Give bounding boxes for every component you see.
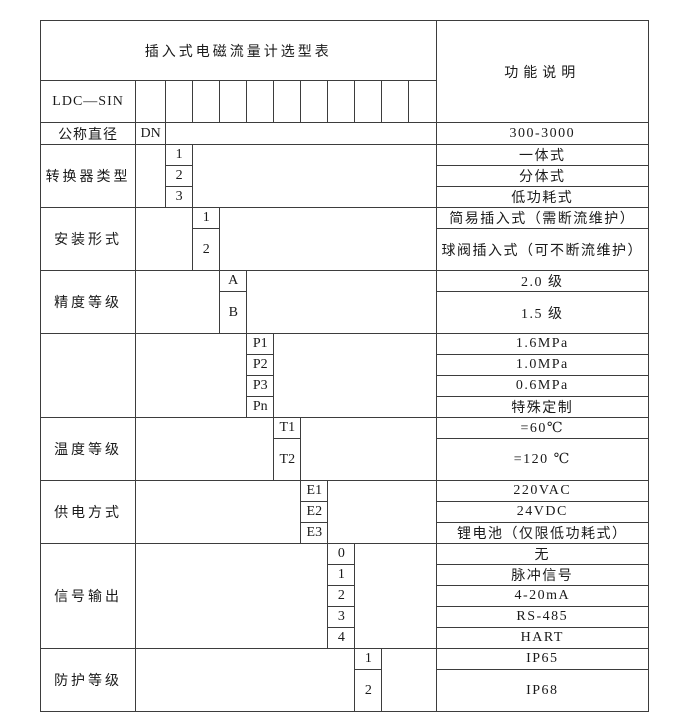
section-label-signal: 信号输出 [39, 543, 137, 649]
section-label-temperature: 温度等级 [39, 417, 137, 481]
desc-cell: IP68 [435, 669, 650, 712]
code-box [354, 80, 383, 123]
empty-cell [135, 144, 167, 208]
code-cell: 1 [165, 144, 194, 166]
code-cell: Pn [246, 396, 275, 418]
desc-cell: 220VAC [435, 480, 650, 502]
code-cell: 0 [327, 543, 356, 565]
section-label-converter: 转换器类型 [39, 144, 137, 208]
desc-cell: =60℃ [435, 417, 650, 439]
empty-cell [273, 333, 437, 418]
desc-cell: 一体式 [435, 144, 650, 166]
code-box [246, 80, 275, 123]
section-label-installation: 安装形式 [39, 207, 137, 271]
function-header: 功能说明 [435, 20, 650, 123]
desc-cell: HART [435, 627, 650, 649]
desc-cell: =120 ℃ [435, 438, 650, 481]
code-box [165, 80, 194, 123]
empty-cell [300, 417, 437, 481]
desc-cell: 脉冲信号 [435, 564, 650, 586]
empty-cell [135, 480, 302, 544]
desc-cell: 低功耗式 [435, 186, 650, 208]
desc-cell: 300-3000 [435, 122, 650, 145]
empty-cell [381, 648, 437, 712]
code-box [273, 80, 302, 123]
empty-cell [135, 270, 221, 334]
code-box [327, 80, 356, 123]
empty-cell [135, 207, 194, 271]
empty-cell [135, 333, 248, 418]
code-cell: E1 [300, 480, 329, 502]
code-box [408, 80, 437, 123]
code-cell: 1 [192, 207, 221, 229]
code-cell: E3 [300, 522, 329, 544]
section-label-diameter: 公称直径 [39, 122, 137, 145]
code-cell: 3 [165, 186, 194, 208]
code-box [192, 80, 221, 123]
table-title: 插入式电磁流量计选型表 [40, 20, 437, 81]
desc-cell: 球阀插入式（可不断流维护） [435, 228, 650, 271]
desc-cell: 锂电池（仅限低功耗式） [435, 522, 650, 544]
code-cell: B [219, 291, 248, 334]
desc-cell: 1.0MPa [435, 354, 650, 376]
code-box [381, 80, 410, 123]
empty-cell [135, 543, 329, 649]
code-cell: P2 [246, 354, 275, 376]
empty-cell [192, 144, 437, 208]
empty-cell [246, 270, 437, 334]
code-cell: DN [135, 122, 167, 145]
code-cell: 1 [327, 564, 356, 586]
code-cell: P1 [246, 333, 275, 355]
desc-cell: RS-485 [435, 606, 650, 628]
section-label-power: 供电方式 [39, 480, 137, 544]
code-cell: A [219, 270, 248, 292]
code-cell: P3 [246, 375, 275, 397]
code-cell: 2 [354, 669, 383, 712]
desc-cell: 2.0 级 [435, 270, 650, 292]
code-box [219, 80, 248, 123]
code-cell: 2 [165, 165, 194, 187]
section-label-protection: 防护等级 [39, 648, 137, 712]
desc-cell: 无 [435, 543, 650, 565]
desc-cell: IP65 [435, 648, 650, 670]
empty-cell [165, 122, 437, 145]
desc-cell: 分体式 [435, 165, 650, 187]
code-box [300, 80, 329, 123]
code-cell: 4 [327, 627, 356, 649]
code-cell: E2 [300, 501, 329, 523]
section-label-pressure [39, 333, 137, 418]
empty-cell [354, 543, 437, 649]
empty-cell [219, 207, 437, 271]
code-cell: T2 [273, 438, 302, 481]
desc-cell: 24VDC [435, 501, 650, 523]
desc-cell: 简易插入式（需断流维护） [435, 207, 650, 229]
code-cell: T1 [273, 417, 302, 439]
desc-cell: 1.5 级 [435, 291, 650, 334]
desc-cell: 4-20mA [435, 585, 650, 607]
code-cell: 2 [192, 228, 221, 271]
desc-cell: 特殊定制 [435, 396, 650, 418]
code-cell: 3 [327, 606, 356, 628]
desc-cell: 0.6MPa [435, 375, 650, 397]
code-box [135, 80, 167, 123]
section-label-accuracy: 精度等级 [39, 270, 137, 334]
model-code: LDC—SIN [39, 80, 137, 123]
selection-table: 插入式电磁流量计选型表 功能说明 LDC—SIN 公称直径 DN 300-300… [39, 20, 650, 712]
code-cell: 1 [354, 648, 383, 670]
empty-cell [327, 480, 437, 544]
empty-cell [135, 648, 356, 712]
empty-cell [135, 417, 275, 481]
desc-cell: 1.6MPa [435, 333, 650, 355]
code-cell: 2 [327, 585, 356, 607]
